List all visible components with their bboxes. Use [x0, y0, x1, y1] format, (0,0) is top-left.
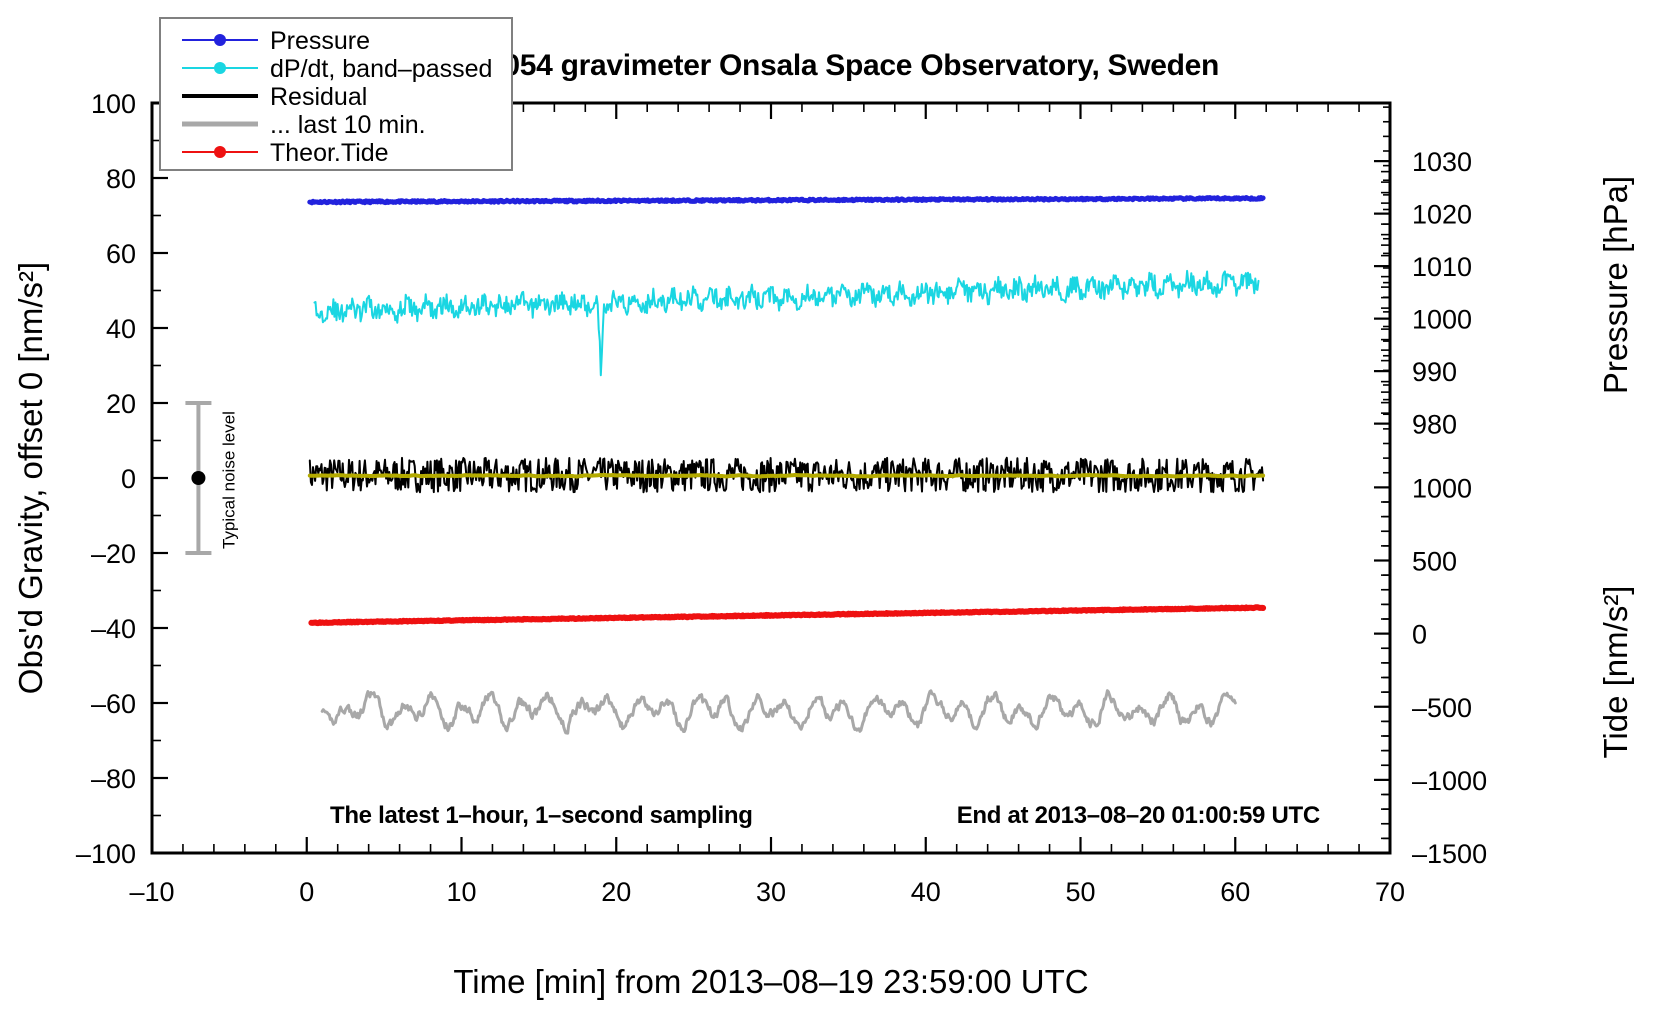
x-tick-label: 70: [1375, 877, 1405, 907]
y-axis-right-tide-title: Tide [nm/s²]: [1597, 586, 1634, 759]
y-tick-label: 100: [91, 89, 136, 119]
x-axis-title: Time [min] from 2013–08–19 23:59:00 UTC: [453, 963, 1088, 1000]
legend-item-residual[interactable]: Residual: [182, 83, 367, 111]
y-tick-label: 20: [106, 389, 136, 419]
data-traces-group: [307, 195, 1267, 735]
legend-item-pressure[interactable]: Pressure: [182, 27, 370, 55]
page-title: SCG_054 gravimeter Onsala Space Observat…: [423, 49, 1219, 82]
trace-dp-dt-band-passed: [313, 269, 1260, 377]
legend-item-dp-dt-band-passed[interactable]: dP/dt, band–passed: [182, 55, 492, 83]
pressure-axis-tick-label: 1030: [1412, 147, 1472, 177]
tide-axis-tick-label: 0: [1412, 620, 1427, 650]
legend-item-theor-tide[interactable]: Theor.Tide: [182, 139, 389, 167]
x-tick-label: 20: [601, 877, 631, 907]
tide-axis-tick-label: 500: [1412, 547, 1457, 577]
x-tick-label: 10: [446, 877, 476, 907]
y-tick-label: 60: [106, 239, 136, 269]
legend-item-label: Residual: [270, 83, 367, 111]
tide-axis-tick-label: –1500: [1412, 839, 1487, 869]
y-tick-label: –20: [91, 539, 136, 569]
pressure-axis-tick-label: 990: [1412, 357, 1457, 387]
footnote-left: The latest 1–hour, 1–second sampling: [330, 802, 753, 829]
pressure-axis-tick-label: 1010: [1412, 252, 1472, 282]
y-tick-label: 80: [106, 164, 136, 194]
tide-axis-tick-label: –1000: [1412, 766, 1487, 796]
pressure-axis-tick-label: 980: [1412, 410, 1457, 440]
trace-theor-tide: [308, 604, 1267, 627]
legend-item-last-10-min[interactable]: ... last 10 min.: [182, 111, 426, 139]
y-axis-left-title: Obs'd Gravity, offset 0 [nm/s²]: [12, 262, 49, 694]
legend-swatch-marker: [214, 34, 226, 46]
x-tick-label: 40: [911, 877, 941, 907]
legend-item-label: ... last 10 min.: [270, 111, 426, 139]
x-axis-ticks-group: –10 0 10 20 30 40 50 60 70: [129, 103, 1405, 907]
noise-bar-center-dot: [191, 471, 206, 485]
y-tick-label: 0: [121, 464, 136, 494]
legend-swatch-marker: [214, 146, 226, 158]
y-tick-label: –80: [91, 764, 136, 794]
legend-item-label: dP/dt, band–passed: [270, 55, 492, 83]
tide-axis-tick-label: 1000: [1412, 473, 1472, 503]
annotations-group: Typical noise level The latest 1–hour, 1–…: [185, 401, 1320, 829]
pressure-axis-tick-label: 1020: [1412, 200, 1472, 230]
legend-item-label: Theor.Tide: [270, 139, 389, 167]
y-axis-right-ticks-group: 980 990 1000 1010 1020 1030 –1500 –1000 –500 0 500…: [1374, 106, 1487, 869]
footnote-right: End at 2013–08–20 01:00:59 UTC: [957, 802, 1320, 829]
x-tick-label: –10: [129, 877, 174, 907]
y-tick-label: 40: [106, 314, 136, 344]
typical-noise-level-label: Typical noise level: [219, 411, 238, 549]
x-tick-label: 60: [1220, 877, 1250, 907]
trace-residual: [308, 456, 1265, 494]
legend-item-label: Pressure: [270, 27, 370, 55]
x-tick-label: 30: [756, 877, 786, 907]
x-tick-label: 0: [299, 877, 314, 907]
y-tick-label: –60: [91, 689, 136, 719]
legend-swatch-marker: [214, 62, 226, 74]
y-tick-label: –100: [76, 839, 136, 869]
trace-pressure: [307, 195, 1266, 206]
trace-residual-smoothed: [307, 472, 1266, 479]
pressure-axis-tick-label: 1000: [1412, 305, 1472, 335]
y-axis-right-pressure-title: Pressure [hPa]: [1597, 176, 1634, 394]
y-tick-label: –40: [91, 614, 136, 644]
tide-axis-tick-label: –500: [1412, 693, 1472, 723]
x-tick-label: 50: [1065, 877, 1095, 907]
trace-last-10-min: [320, 689, 1237, 735]
